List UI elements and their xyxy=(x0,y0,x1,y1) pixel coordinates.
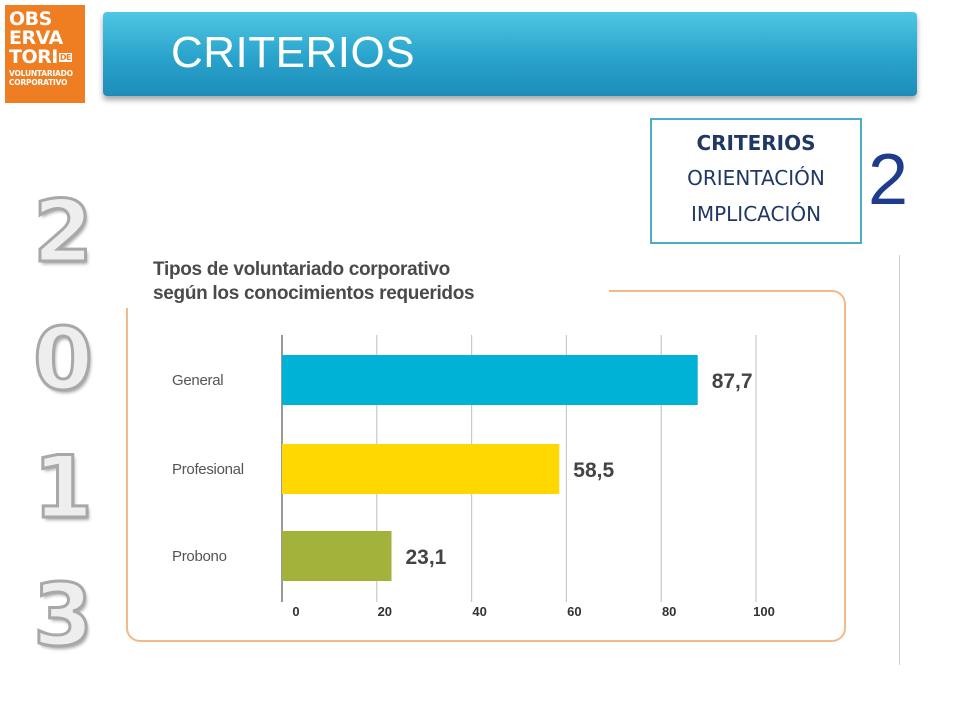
year-digit-4: 3 xyxy=(32,565,95,668)
page-title: CRITERIOS xyxy=(171,28,416,77)
chart-title-background xyxy=(124,250,609,308)
x-tick-label: 60 xyxy=(567,604,581,619)
logo-de: DE xyxy=(58,53,72,62)
category-label: General xyxy=(172,372,223,389)
bar-general xyxy=(282,355,698,405)
criteria-number: 2 xyxy=(868,140,909,220)
year-digit-1: 2 xyxy=(32,181,95,284)
x-tick-label: 0 xyxy=(292,604,299,619)
category-label: Profesional xyxy=(172,461,244,478)
logo-sub1: VOLUNTARIADO xyxy=(9,69,73,78)
chart-title: Tipos de voluntariado corporativo según … xyxy=(153,258,475,306)
year-digit-3: 1 xyxy=(32,437,95,540)
data-label: 58,5 xyxy=(573,459,614,482)
data-label: 87,7 xyxy=(712,370,753,393)
logo-line3: TORI DE xyxy=(9,46,72,68)
criteria-box: CRITERIOS ORIENTACIÓN IMPLICACIÓN xyxy=(650,118,862,244)
logo-line1: OBS xyxy=(9,8,52,30)
observatorio-logo: OBS ERVA TORI DE VOLUNTARIADO CORPORATIVO xyxy=(5,5,85,103)
x-tick-label: 20 xyxy=(378,604,392,619)
criteria-item-implicacion: IMPLICACIÓN xyxy=(690,202,822,226)
bar-probono xyxy=(282,531,392,581)
chart-title-line2: según los conocimientos requeridos xyxy=(153,283,475,304)
criteria-item-orientacion: ORIENTACIÓN xyxy=(687,166,825,190)
title-banner: CRITERIOS xyxy=(103,12,917,96)
year-digit-2: 0 xyxy=(32,309,95,412)
criteria-heading: CRITERIOS xyxy=(696,131,816,155)
year-vertical: 2 0 1 3 xyxy=(28,168,98,680)
logo-sub2: CORPORATIVO xyxy=(9,77,68,87)
x-tick-label: 80 xyxy=(662,604,676,619)
data-label: 23,1 xyxy=(405,546,446,569)
bar-profesional xyxy=(282,444,560,494)
chart-title-line1: Tipos de voluntariado corporativo xyxy=(153,259,450,280)
x-tick-label: 100 xyxy=(753,604,775,619)
x-tick-label: 40 xyxy=(472,604,486,619)
logo-line2: ERVA xyxy=(9,27,63,49)
decorative-side-line xyxy=(886,255,900,665)
category-label: Probono xyxy=(172,548,227,565)
